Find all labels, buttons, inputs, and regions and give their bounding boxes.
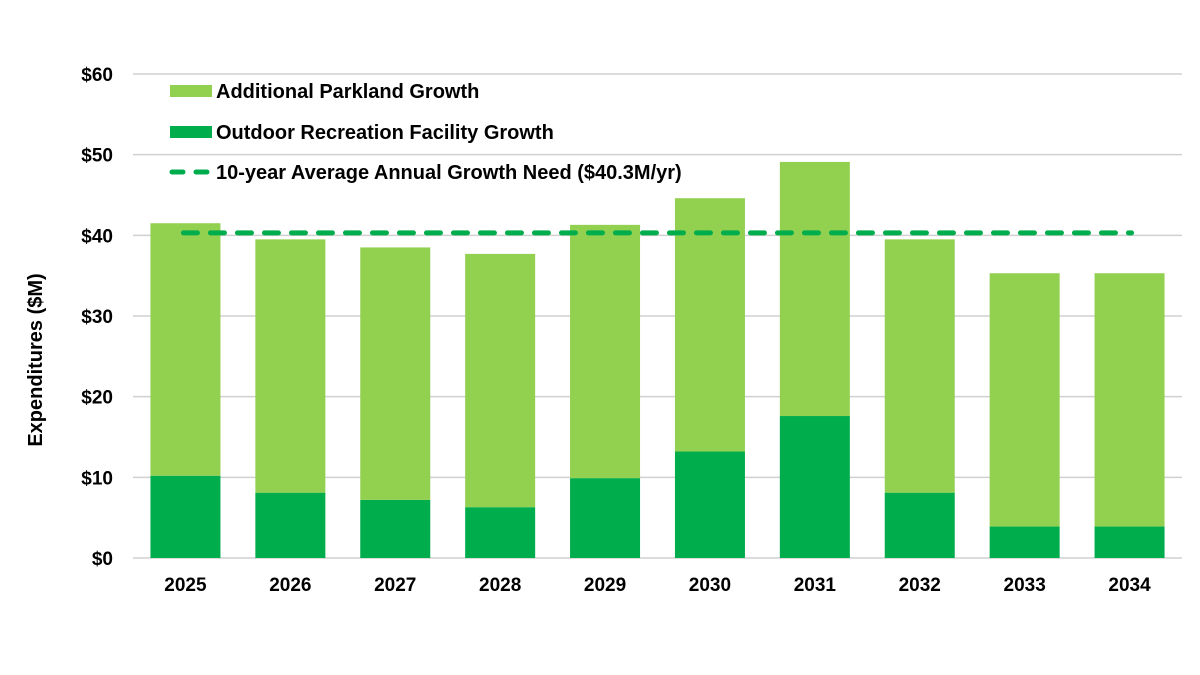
y-tick-label: $20 bbox=[81, 388, 113, 409]
y-tick-label: $40 bbox=[81, 226, 113, 247]
legend-swatch bbox=[170, 85, 212, 97]
y-axis-tick-labels: $0 $10 $20 $30 $40 $50 $60 bbox=[81, 65, 113, 570]
bar-outdoor-recreation-facility-growth-2031 bbox=[779, 416, 850, 558]
bar-outdoor-recreation-facility-growth-2033 bbox=[989, 526, 1060, 558]
bar-outdoor-recreation-facility-growth-2030 bbox=[674, 451, 745, 558]
bar-additional-parkland-growth-2030 bbox=[674, 198, 745, 452]
legend-label: Additional Parkland Growth bbox=[216, 81, 479, 103]
bar-additional-parkland-growth-2029 bbox=[570, 224, 641, 479]
x-tick-label: 2031 bbox=[794, 575, 837, 596]
bar-outdoor-recreation-facility-growth-2027 bbox=[360, 499, 431, 558]
x-axis-tick-labels: 2025 2026 2027 2028 2029 2030 2031 2032 2033 2034 bbox=[164, 575, 1151, 596]
bar-outdoor-recreation-facility-growth-2034 bbox=[1094, 526, 1165, 558]
bar-outdoor-recreation-facility-growth-2026 bbox=[255, 492, 326, 558]
x-tick-label: 2034 bbox=[1108, 575, 1151, 596]
bar-additional-parkland-growth-2028 bbox=[465, 253, 536, 508]
bar-outdoor-recreation-facility-growth-2029 bbox=[570, 478, 641, 558]
x-tick-label: 2032 bbox=[899, 575, 941, 596]
y-tick-label: $50 bbox=[81, 146, 113, 167]
x-tick-label: 2028 bbox=[479, 575, 521, 596]
x-tick-label: 2029 bbox=[584, 575, 626, 596]
bar-additional-parkland-growth-2032 bbox=[884, 239, 955, 493]
bar-additional-parkland-growth-2026 bbox=[255, 239, 326, 493]
bar-additional-parkland-growth-2025 bbox=[150, 223, 221, 476]
legend: Additional Parkland Growth Outdoor Recrea… bbox=[169, 81, 682, 184]
legend-label: Outdoor Recreation Facility Growth bbox=[216, 122, 554, 144]
y-tick-label: $0 bbox=[92, 549, 113, 570]
bars bbox=[150, 161, 1165, 558]
y-axis-title: Expenditures ($M) bbox=[25, 273, 47, 446]
bar-additional-parkland-growth-2027 bbox=[360, 247, 431, 500]
x-tick-label: 2027 bbox=[374, 575, 416, 596]
legend-swatch bbox=[170, 126, 212, 138]
bar-additional-parkland-growth-2034 bbox=[1094, 273, 1165, 527]
bar-additional-parkland-growth-2031 bbox=[779, 161, 850, 417]
y-tick-label: $30 bbox=[81, 307, 113, 328]
legend-label: 10-year Average Annual Growth Need ($40.… bbox=[216, 162, 682, 184]
bar-additional-parkland-growth-2033 bbox=[989, 273, 1060, 527]
y-tick-label: $60 bbox=[81, 65, 113, 86]
bar-outdoor-recreation-facility-growth-2032 bbox=[884, 492, 955, 558]
bar-outdoor-recreation-facility-growth-2025 bbox=[150, 475, 221, 558]
x-tick-label: 2026 bbox=[269, 575, 311, 596]
bar-outdoor-recreation-facility-growth-2028 bbox=[465, 507, 536, 558]
x-tick-label: 2025 bbox=[164, 575, 207, 596]
x-tick-label: 2033 bbox=[1004, 575, 1046, 596]
y-tick-label: $10 bbox=[81, 468, 113, 489]
x-tick-label: 2030 bbox=[689, 575, 731, 596]
